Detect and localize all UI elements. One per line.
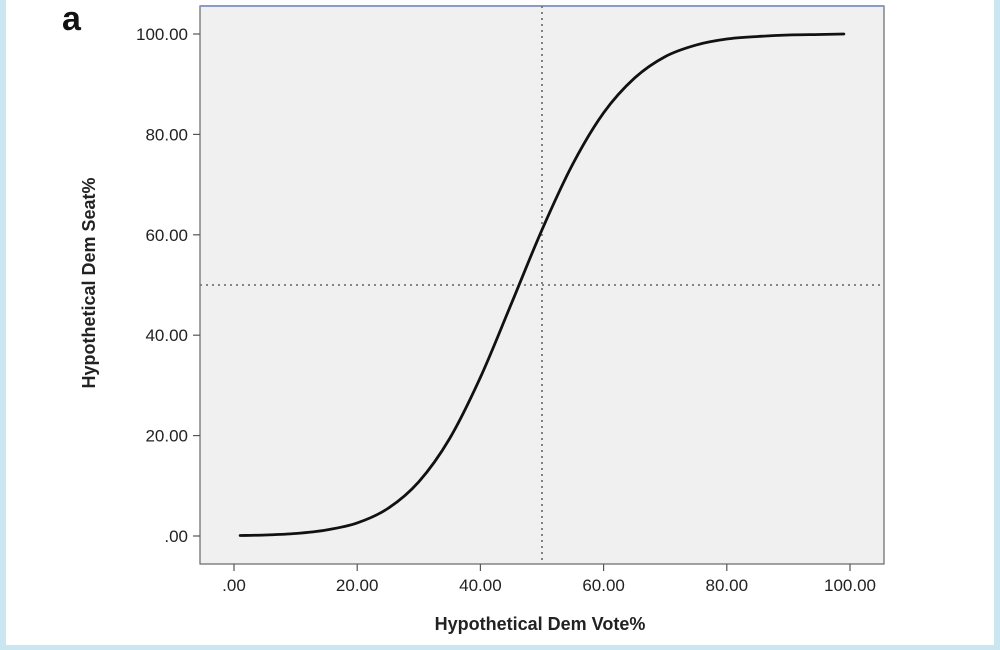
x-axis-title: Hypothetical Dem Vote% — [435, 614, 646, 634]
y-tick-label: 80.00 — [145, 125, 188, 144]
reference-lines — [200, 6, 884, 564]
y-axis: .00 20.00 40.00 60.00 80.00 100.00 — [136, 25, 200, 546]
y-tick-label: .00 — [164, 527, 188, 546]
y-tick-label: 40.00 — [145, 326, 188, 345]
panel-label: a — [62, 0, 82, 38]
x-tick-label: 40.00 — [459, 576, 502, 595]
x-axis: .00 20.00 40.00 60.00 80.00 100.00 — [222, 564, 876, 595]
series-line-0 — [238, 32, 846, 537]
x-tick-label: .00 — [222, 576, 246, 595]
x-tick-label: 100.00 — [824, 576, 876, 595]
y-axis-title: Hypothetical Dem Seat% — [79, 177, 99, 388]
x-tick-label: 80.00 — [706, 576, 749, 595]
y-tick-label: 100.00 — [136, 25, 188, 44]
y-tick-label: 20.00 — [145, 427, 188, 446]
x-tick-label: 60.00 — [582, 576, 625, 595]
x-tick-label: 20.00 — [336, 576, 379, 595]
y-tick-label: 60.00 — [145, 226, 188, 245]
series-layer — [238, 32, 846, 537]
